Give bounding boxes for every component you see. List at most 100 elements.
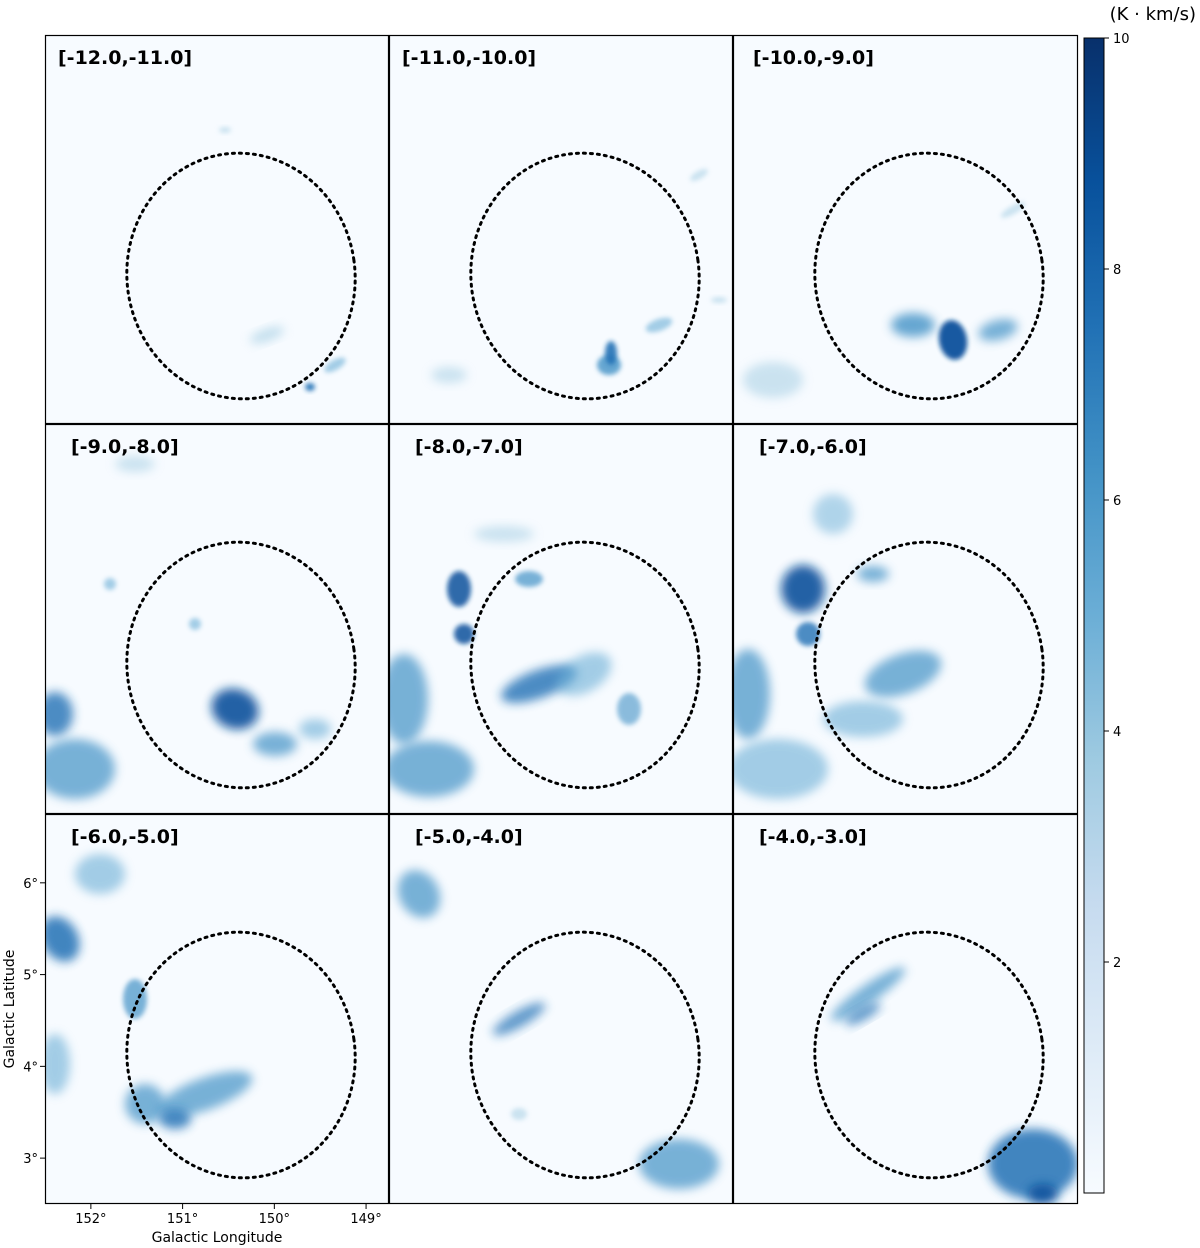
emission-blob (397, 870, 441, 918)
emission-blob (639, 1139, 719, 1189)
emission-blob (104, 578, 116, 590)
y-tick-label: 6° (23, 877, 38, 892)
velocity-range-label: [-4.0,-3.0] (759, 826, 867, 848)
emission-blob (45, 692, 73, 736)
shell-ellipse (813, 151, 1045, 401)
panel-frame (388, 423, 734, 815)
emission-structures (45, 456, 331, 799)
emission-structures (830, 967, 1078, 1204)
emission-structures (45, 854, 253, 1129)
emission-blob (864, 650, 942, 698)
emission-blob (474, 526, 534, 542)
emission-blob (299, 719, 331, 739)
emission-structures (389, 526, 641, 797)
emission-blob (389, 741, 474, 797)
emission-blob (305, 383, 315, 391)
emission-blob (830, 967, 906, 1021)
emission-blob (253, 732, 297, 756)
emission-blob (447, 571, 471, 607)
colorbar-tick-label: 8 (1113, 263, 1121, 278)
emission-blob (75, 854, 125, 894)
emission-blob (823, 701, 903, 737)
emission-blob (515, 571, 543, 587)
panel-2 (389, 35, 733, 424)
panel-background (733, 35, 1078, 424)
panel-1 (45, 35, 389, 424)
panel-background (389, 814, 733, 1204)
panel-frame (44, 813, 390, 1205)
emission-blob (324, 357, 346, 373)
emission-blob (45, 1034, 70, 1094)
emission-blob (711, 297, 727, 303)
emission-blob (743, 362, 803, 398)
y-axis-label: Galactic Latitude (2, 950, 18, 1069)
panel-frame (732, 423, 1079, 815)
velocity-range-label: [-12.0,-11.0] (58, 47, 192, 69)
panel-9 (733, 814, 1078, 1204)
shell-ellipse (125, 540, 357, 790)
y-tick-label: 3° (23, 1152, 38, 1167)
velocity-range-label: [-8.0,-7.0] (415, 436, 523, 458)
emission-blob (690, 168, 708, 182)
colorbar-tick-label: 6 (1113, 494, 1121, 509)
colorbar-gradient (1083, 37, 1105, 1194)
emission-blob (45, 916, 80, 962)
panel-3 (733, 35, 1078, 424)
emission-blob (988, 1129, 1078, 1199)
shell-ellipse (469, 151, 701, 401)
x-tick-label: 152° (75, 1212, 106, 1227)
emission-blob (157, 1071, 253, 1117)
emission-blob (189, 618, 201, 630)
emission-structures (733, 494, 942, 799)
emission-blob (211, 688, 259, 730)
shell-ellipse (469, 930, 701, 1180)
emission-blob (813, 494, 853, 534)
emission-blob (733, 649, 770, 739)
velocity-range-label: [-10.0,-9.0] (753, 47, 874, 69)
velocity-range-label: [-5.0,-4.0] (415, 826, 523, 848)
emission-structures (743, 202, 1026, 398)
velocity-range-label: [-7.0,-6.0] (759, 436, 867, 458)
shell-ellipse (813, 540, 1045, 790)
emission-blob (978, 319, 1018, 341)
panel-frame (388, 813, 734, 1205)
emission-blob (733, 739, 828, 799)
velocity-range-label: [-9.0,-8.0] (71, 436, 179, 458)
emission-blob (796, 622, 820, 646)
emission-blob (556, 652, 612, 696)
panel-frame (44, 34, 390, 425)
emission-blob (1000, 202, 1026, 218)
emission-blob (389, 654, 428, 744)
emission-blob (492, 1002, 546, 1036)
emission-blob (123, 979, 147, 1019)
x-tick-label: 149° (350, 1212, 381, 1227)
emission-blob (781, 565, 825, 613)
colorbar-tick-label: 10 (1113, 32, 1130, 47)
y-tick-label: 5° (23, 969, 38, 984)
shell-ellipse (125, 151, 357, 401)
panel-frame (388, 34, 734, 425)
emission-blob (159, 1109, 191, 1129)
emission-blob (857, 566, 889, 582)
colorbar-tick-label: 2 (1113, 956, 1121, 971)
axes-layer: 152° 151° 150° 149° 3° 4° 5° 6° Galactic Longitu… (2, 877, 382, 1246)
panel-7 (45, 814, 389, 1204)
emission-blob (431, 367, 467, 383)
x-tick-label: 151° (167, 1212, 198, 1227)
colorbar-unit-label: (K · km/s) (1110, 4, 1196, 25)
emission-blob (454, 624, 474, 644)
emission-blob (645, 317, 673, 333)
shell-ellipse (813, 930, 1045, 1180)
emission-blob (1028, 1184, 1058, 1204)
emission-blob (938, 320, 968, 360)
emission-blob (249, 326, 285, 344)
shell-ellipse (125, 930, 357, 1180)
panel-background (389, 35, 733, 424)
emission-structures (431, 168, 727, 383)
panel-6 (733, 424, 1078, 814)
y-tick-label: 4° (23, 1060, 38, 1075)
velocity-range-label: [-11.0,-10.0] (402, 47, 536, 69)
emission-blob (45, 739, 115, 799)
panel-frame (732, 34, 1079, 425)
panel-5 (389, 424, 733, 814)
